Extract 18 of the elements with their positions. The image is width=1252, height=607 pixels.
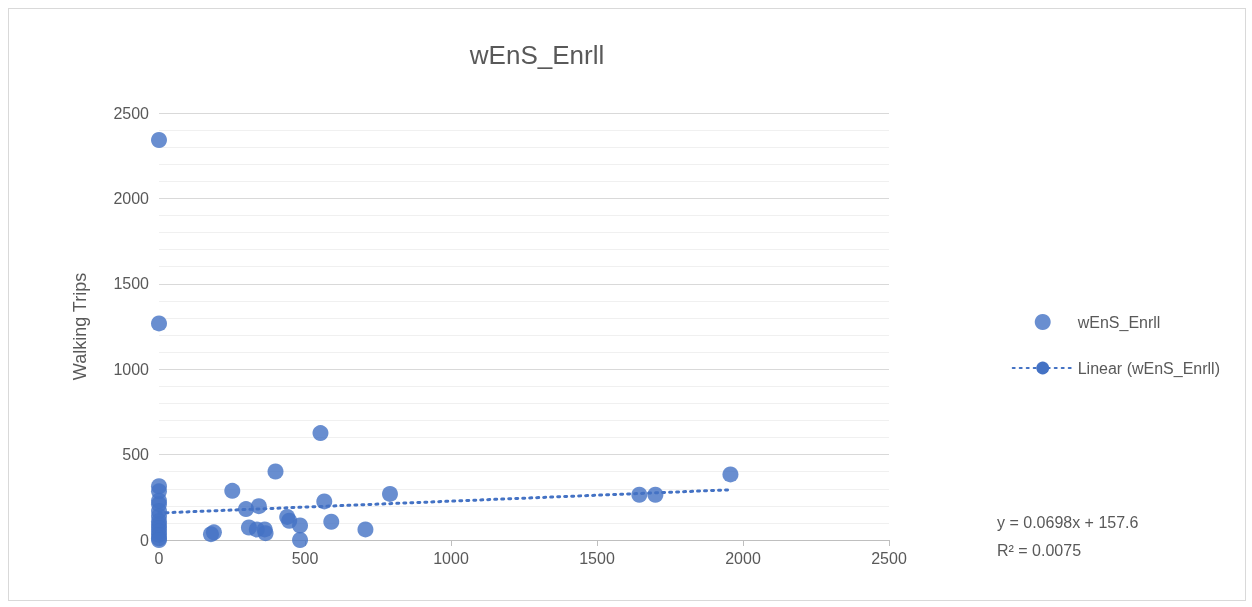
y-tick-label: 2000 xyxy=(113,189,150,207)
text: y = 0.0698x + 157.6 xyxy=(997,513,1139,531)
x-tick-label: 1500 xyxy=(579,549,615,567)
x-tick-label: 0 xyxy=(154,549,164,567)
legend-label: wEnS_Enrll xyxy=(1076,313,1161,332)
y-tick-label: 1000 xyxy=(113,360,150,378)
y-axis-title: Walking Trips xyxy=(70,272,90,381)
x-tick-label: 1000 xyxy=(433,549,469,567)
y-tick-label: 1500 xyxy=(113,275,150,293)
text: R² = 0.0075 xyxy=(997,541,1082,559)
y-tick-label: 2500 xyxy=(113,104,150,122)
x-tick-label: 2000 xyxy=(725,549,761,567)
y-tick-label: 0 xyxy=(140,531,150,549)
x-tick-label: 500 xyxy=(291,549,319,567)
x-tick-label: 2500 xyxy=(871,549,907,567)
chart-title: wEnS_Enrll xyxy=(468,40,605,70)
legend-label: Linear (wEnS_Enrll) xyxy=(1077,359,1220,378)
y-tick-label: 500 xyxy=(122,446,150,464)
